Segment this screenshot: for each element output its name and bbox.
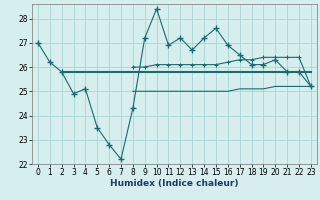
X-axis label: Humidex (Indice chaleur): Humidex (Indice chaleur) bbox=[110, 179, 239, 188]
